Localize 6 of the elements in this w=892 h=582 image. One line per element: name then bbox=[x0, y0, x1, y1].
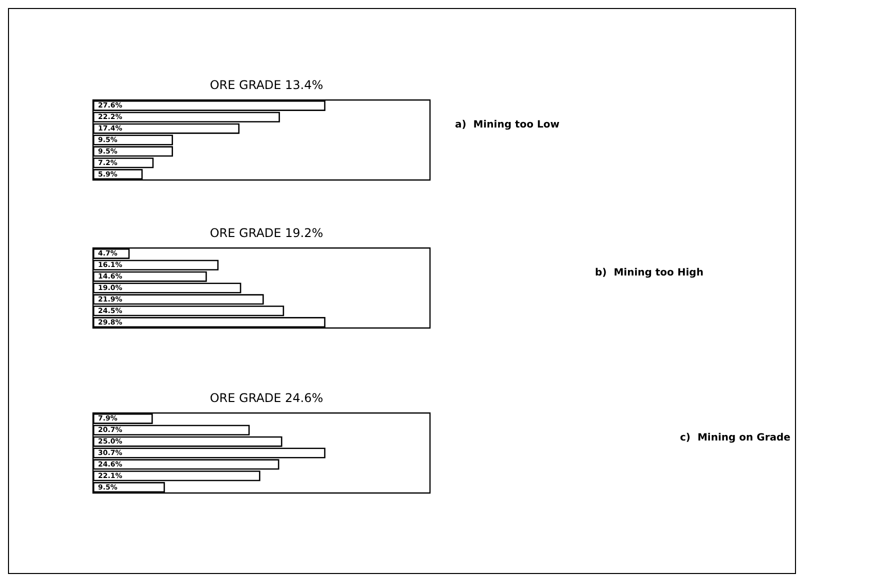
chart-title: ORE GRADE 19.2% bbox=[210, 226, 324, 240]
chart-title: ORE GRADE 24.6% bbox=[210, 391, 324, 405]
text: a) Mining too Low bbox=[455, 120, 560, 130]
text: c) Mining on Grade bbox=[680, 432, 791, 444]
text: b) Mining too High bbox=[595, 268, 704, 278]
chart-title: ORE GRADE 13.4% bbox=[210, 78, 324, 92]
